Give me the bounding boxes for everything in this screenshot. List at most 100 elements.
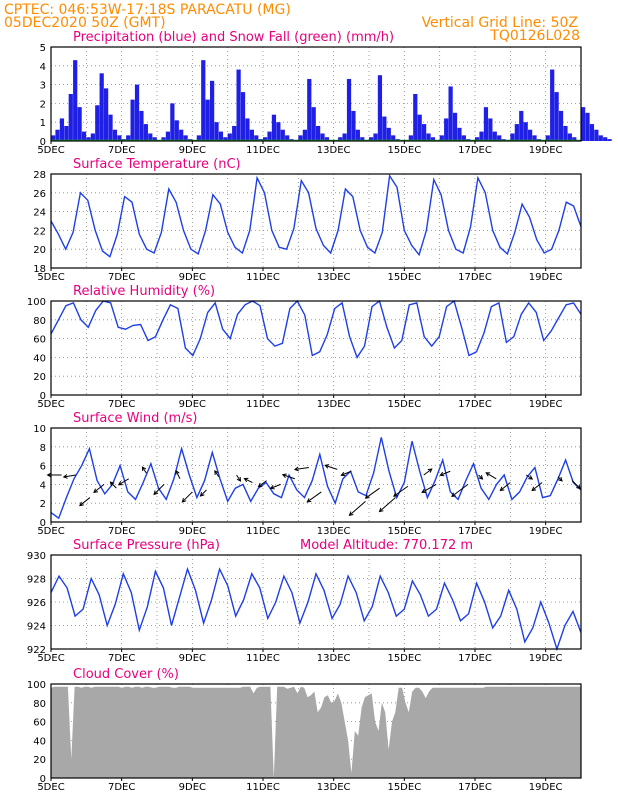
wind-arrow [557, 476, 563, 482]
wind-arrow [79, 497, 91, 507]
wind-arrow-head [175, 469, 180, 475]
wind-arrow [257, 480, 267, 488]
wind-arrow-shaft [118, 478, 129, 486]
precip-bar [99, 73, 104, 141]
wind-arrow [243, 477, 253, 483]
precip-bar [558, 110, 564, 141]
precip-bar [386, 127, 391, 141]
wind-arrow-shaft [325, 464, 338, 470]
precip-bar [108, 114, 113, 141]
wind-arrow-head [558, 476, 563, 482]
wind-arrow [378, 497, 396, 513]
precip-bar [550, 69, 555, 141]
cloud-xtick-label: 7DEC [108, 782, 135, 793]
precip-bar [302, 129, 307, 141]
wind-xtick-label: 15DEC [387, 526, 421, 537]
precip-bar [68, 94, 73, 141]
wind-arrow [153, 484, 165, 496]
precip-bar [81, 131, 87, 141]
temp-panel: 18 20 22 24 26 28 5DEC 7DEC 9DEC 11DEC 13DEC 15DEC 1… [33, 157, 582, 283]
precip-bar [205, 99, 210, 141]
wind-arrow-shaft [258, 480, 267, 488]
wind-ytick-label: 4 [40, 480, 46, 491]
precip-bar [492, 131, 497, 141]
precip-bar [426, 133, 431, 141]
precip-bar [254, 135, 259, 141]
rh-line [50, 299, 582, 359]
precip-xtick-label: 11DEC [246, 145, 280, 156]
precip-bar [422, 124, 427, 141]
cloud-xtick-label: 19DEC [529, 782, 563, 793]
wind-frame [50, 427, 582, 523]
precip-bar [174, 120, 179, 141]
precip-bar [196, 135, 201, 141]
wind-arrow-shaft [153, 484, 165, 495]
precip-xtick-label: 19DEC [529, 145, 563, 156]
precip-bar [165, 131, 171, 141]
precip-bar [545, 135, 550, 141]
precip-bar [532, 135, 537, 141]
precip-bar [201, 60, 206, 141]
precip-bar [232, 125, 237, 141]
wind-arrow-shaft [451, 483, 469, 497]
precip-bar [373, 133, 378, 141]
header-date: 05DEC2020 50Z (GMT) [4, 15, 166, 31]
wind-arrow-shaft [236, 474, 241, 482]
precip-bar [55, 129, 60, 141]
precip-bar [51, 135, 56, 141]
rh-xtick-label: 5DEC [37, 399, 64, 410]
precip-bar [607, 139, 612, 141]
temp-frame [50, 173, 582, 269]
precip-bar [170, 103, 175, 141]
precip-bar [112, 129, 118, 141]
precip-bar [342, 133, 347, 141]
wind-arrow [293, 466, 310, 472]
wind-arrow-shaft [282, 474, 295, 480]
wind-line [50, 437, 582, 520]
wind-arrow-head [393, 492, 398, 497]
precip-bar [594, 129, 599, 141]
precip-bar [152, 137, 157, 141]
pres-xtick-label: 15DEC [387, 653, 421, 664]
wind-arrow [281, 473, 295, 480]
precip-bar [369, 137, 374, 141]
wind-arrow [117, 478, 129, 486]
wind-arrow-head [153, 490, 159, 496]
precip-bar [488, 118, 493, 141]
precip-bar [139, 110, 144, 141]
wind-arrow-head [306, 498, 312, 503]
wind-ytick-label: 10 [33, 424, 46, 435]
wind-arrow-head [528, 475, 534, 480]
wind-arrow-shaft [500, 482, 511, 491]
precip-ytick-label: 0 [40, 137, 46, 148]
wind-arrow-head [378, 507, 384, 513]
pres-annotation: Model Altitude: 770.172 m [300, 538, 473, 553]
precip-bar [452, 112, 458, 141]
precip-xtick-label: 5DEC [37, 145, 64, 156]
precip-bar [126, 135, 131, 141]
wind-arrow [93, 484, 105, 494]
precip-bar [134, 84, 140, 141]
rh-xtick-label: 19DEC [529, 399, 563, 410]
temp-xtick-label: 9DEC [179, 272, 206, 283]
wind-arrow-head [531, 486, 537, 492]
cloud-panel: 0 20 40 60 80 100 5DEC 7DEC 9DEC 11DEC 13DEC 15DEC 1… [27, 667, 582, 793]
pres-xtick-label: 9DEC [179, 653, 206, 664]
precip-bar [77, 107, 82, 141]
wind-xtick-label: 7DEC [108, 526, 135, 537]
precip-bar [86, 137, 91, 141]
wind-arrow [214, 470, 220, 478]
wind-arrow-shaft [63, 474, 76, 478]
wind-arrow [340, 470, 352, 477]
temp-ytick-label: 18 [33, 264, 46, 275]
wind-arrow-shaft [571, 480, 581, 489]
rh-xtick-label: 13DEC [317, 399, 351, 410]
precip-bar [227, 133, 232, 141]
precip-ytick-label: 1 [40, 118, 46, 129]
precip-bar [475, 137, 480, 141]
precip-ytick-label: 5 [40, 43, 46, 54]
pres-xtick-label: 17DEC [458, 653, 492, 664]
precip-bar [267, 131, 272, 141]
rh-ytick-label: 40 [33, 353, 46, 364]
